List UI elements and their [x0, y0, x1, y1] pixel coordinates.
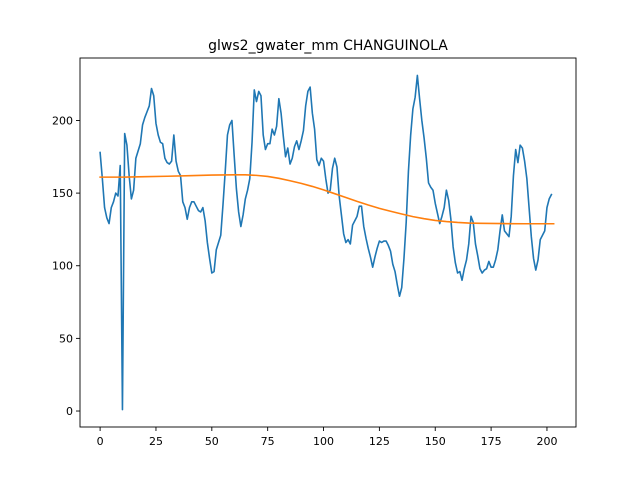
- x-tick-label: 150: [425, 435, 446, 448]
- y-tick-label: 200: [52, 114, 73, 127]
- x-tick-label: 200: [536, 435, 557, 448]
- series-line-1: [99, 174, 555, 225]
- y-tick-label: 150: [52, 187, 73, 200]
- series-line-0: [99, 74, 553, 411]
- x-tick-label: 100: [313, 435, 334, 448]
- y-tick-label: 50: [59, 332, 73, 345]
- y-tick-label: 100: [52, 260, 73, 273]
- x-tick-label: 125: [369, 435, 390, 448]
- axes-frame: [79, 57, 577, 428]
- x-tick-label: 50: [205, 435, 219, 448]
- x-tick-label: 175: [481, 435, 502, 448]
- plot-area: 0 25 50 75 100 125 150 175 200 0 50 100 150 200: [52, 57, 577, 448]
- x-tick-label: 25: [149, 435, 163, 448]
- chart-title: glws2_gwater_mm CHANGUINOLA: [208, 38, 448, 54]
- x-tick-label: 75: [261, 435, 275, 448]
- x-tick-label: 0: [97, 435, 104, 448]
- y-tick-label: 0: [66, 405, 73, 418]
